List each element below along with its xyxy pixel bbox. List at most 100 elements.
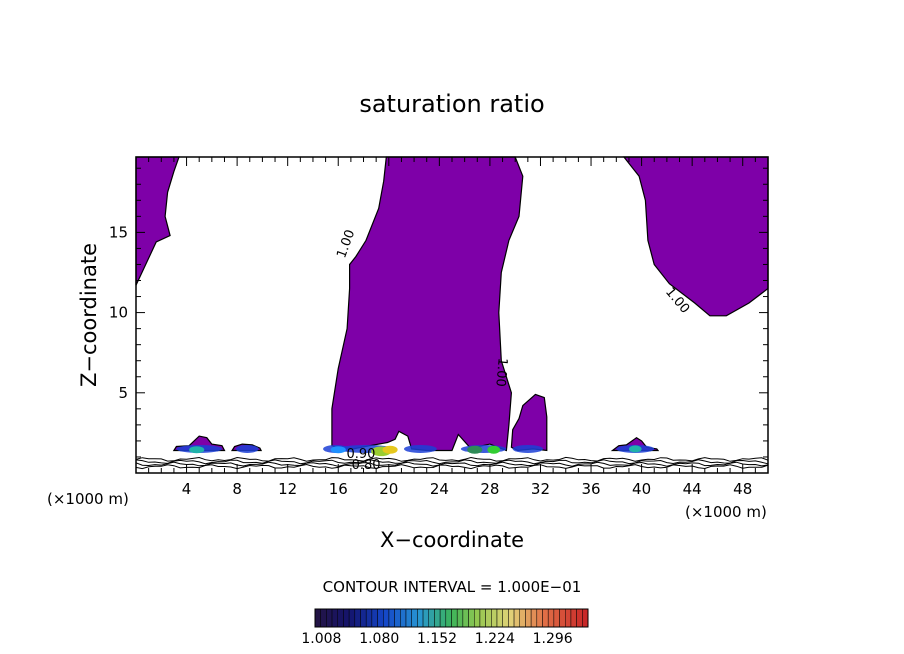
colorbar-band-43 xyxy=(559,608,566,628)
edge-accent-6 xyxy=(512,444,544,453)
hotspot-x40 xyxy=(628,445,642,453)
contour-label-3: 0.90 xyxy=(347,447,376,462)
x-tick-label-36: 36 xyxy=(581,480,600,498)
colorbar-band-29 xyxy=(479,608,486,628)
hotspot-x16 xyxy=(330,446,346,454)
x-tick-label-4: 4 xyxy=(182,480,192,498)
colorbar-tick-label-2: 1.152 xyxy=(417,631,457,647)
colorbar-tick-labels: 1.008 1.080 1.152 1.224 1.296 xyxy=(301,631,572,647)
x-tick-label-8: 8 xyxy=(232,480,242,498)
colorbar-band-20 xyxy=(428,608,435,628)
contour-label-0: 1.00 xyxy=(334,228,358,260)
x-tick-label-32: 32 xyxy=(531,480,550,498)
colorbar-band-9 xyxy=(365,608,373,628)
colorbar-band-41 xyxy=(547,608,555,628)
colorbar-band-23 xyxy=(445,608,452,628)
hotspot-x20 xyxy=(382,445,398,454)
colorbar-band-17 xyxy=(411,608,418,628)
colorbar-band-15 xyxy=(400,608,407,628)
surface-contour-line-0 xyxy=(135,456,769,462)
hotspot-x27 xyxy=(467,445,483,454)
colorbar-band-14 xyxy=(394,608,401,628)
colorbar-band-35 xyxy=(513,608,520,628)
colorbar-band-12 xyxy=(383,608,390,628)
x-tick-label-44: 44 xyxy=(683,480,702,498)
colorbar-band-5 xyxy=(343,608,350,628)
edge-accent-4 xyxy=(403,444,437,453)
colorbar-band-37 xyxy=(525,608,532,628)
contour-label-4: 0.80 xyxy=(352,458,381,473)
colorbar-band-21 xyxy=(434,608,441,628)
colorbar-band-24 xyxy=(451,608,458,628)
colorbar-band-34 xyxy=(508,608,515,628)
y-tick-label-5: 5 xyxy=(118,384,128,402)
contour-label-2: 1.00 xyxy=(492,357,509,387)
colorbar-band-6 xyxy=(348,608,356,628)
colorbar-band-13 xyxy=(388,608,395,628)
colorbar-band-32 xyxy=(496,608,503,628)
y-tick-label-10: 10 xyxy=(109,304,128,322)
colorbar-band-28 xyxy=(474,608,481,628)
colorbar-band-46 xyxy=(576,608,583,628)
colorbar-band-18 xyxy=(417,608,424,628)
colorbar-band-25 xyxy=(456,608,464,628)
surface-contour-line-1 xyxy=(135,459,769,465)
colorbar-band-27 xyxy=(468,608,475,628)
central-column-region xyxy=(331,156,524,452)
hotspot-x28 xyxy=(487,445,501,454)
colorbar-band-10 xyxy=(371,608,378,628)
contour-hotspots xyxy=(176,444,655,457)
x-tick-label-16: 16 xyxy=(329,480,348,498)
x-tick-label-40: 40 xyxy=(632,480,651,498)
colorbar-band-11 xyxy=(377,608,384,628)
colorbar-tick-label-4: 1.296 xyxy=(533,631,573,647)
colorbar-band-16 xyxy=(405,608,412,628)
colorbar-band-1 xyxy=(320,608,327,628)
edge-accent-1 xyxy=(235,444,259,453)
colorbar-band-33 xyxy=(502,608,509,628)
left-upper-region xyxy=(135,156,180,286)
y-axis-label: Z−coordinate xyxy=(77,243,101,387)
colorbar-band-3 xyxy=(331,608,338,628)
colorbar-band-47 xyxy=(582,608,589,628)
colorbar-band-39 xyxy=(536,608,543,628)
colorbar-tick-label-3: 1.224 xyxy=(475,631,515,647)
colorbar-band-44 xyxy=(565,608,572,628)
colorbar xyxy=(314,608,589,628)
x-unit-right-label: (×1000 m) xyxy=(685,503,767,521)
small-column-region xyxy=(510,393,548,452)
x-tick-label-28: 28 xyxy=(480,480,499,498)
chart-title: saturation ratio xyxy=(359,90,544,118)
x-axis-ticks: 4 8 12 16 20 24 28 32 36 40 44 48 xyxy=(148,157,756,498)
colorbar-band-4 xyxy=(337,608,344,628)
x-tick-label-48: 48 xyxy=(733,480,752,498)
colorbar-band-45 xyxy=(570,608,577,628)
colorbar-band-30 xyxy=(485,608,492,628)
surface-contour-lines xyxy=(135,456,769,470)
colorbar-tick-label-1: 1.080 xyxy=(359,631,399,647)
colorbar-band-8 xyxy=(360,608,367,628)
x-axis-label: X−coordinate xyxy=(380,528,524,552)
contour-interval-text: CONTOUR INTERVAL = 1.000E−01 xyxy=(323,578,582,596)
colorbar-band-38 xyxy=(530,608,538,628)
hotspot-x5 xyxy=(189,446,205,454)
y-axis-ticks: 5 10 15 xyxy=(109,167,768,458)
x-unit-left-label: (×1000 m) xyxy=(47,490,129,508)
colorbar-band-2 xyxy=(326,608,333,628)
colorbar-frame xyxy=(314,608,589,628)
colorbar-band-22 xyxy=(439,608,447,628)
colorbar-band-26 xyxy=(462,608,469,628)
colorbar-band-7 xyxy=(354,608,361,628)
x-tick-label-12: 12 xyxy=(278,480,297,498)
colorbar-tick-label-0: 1.008 xyxy=(301,631,341,647)
x-tick-label-24: 24 xyxy=(430,480,449,498)
colorbar-band-19 xyxy=(422,608,429,628)
colorbar-band-40 xyxy=(542,608,549,628)
surface-contour-line-3 xyxy=(135,463,769,470)
colorbar-band-42 xyxy=(553,608,560,628)
colorbar-band-0 xyxy=(314,608,321,628)
x-tick-label-20: 20 xyxy=(379,480,398,498)
y-tick-label-15: 15 xyxy=(109,223,128,241)
right-upper-region xyxy=(622,156,769,317)
